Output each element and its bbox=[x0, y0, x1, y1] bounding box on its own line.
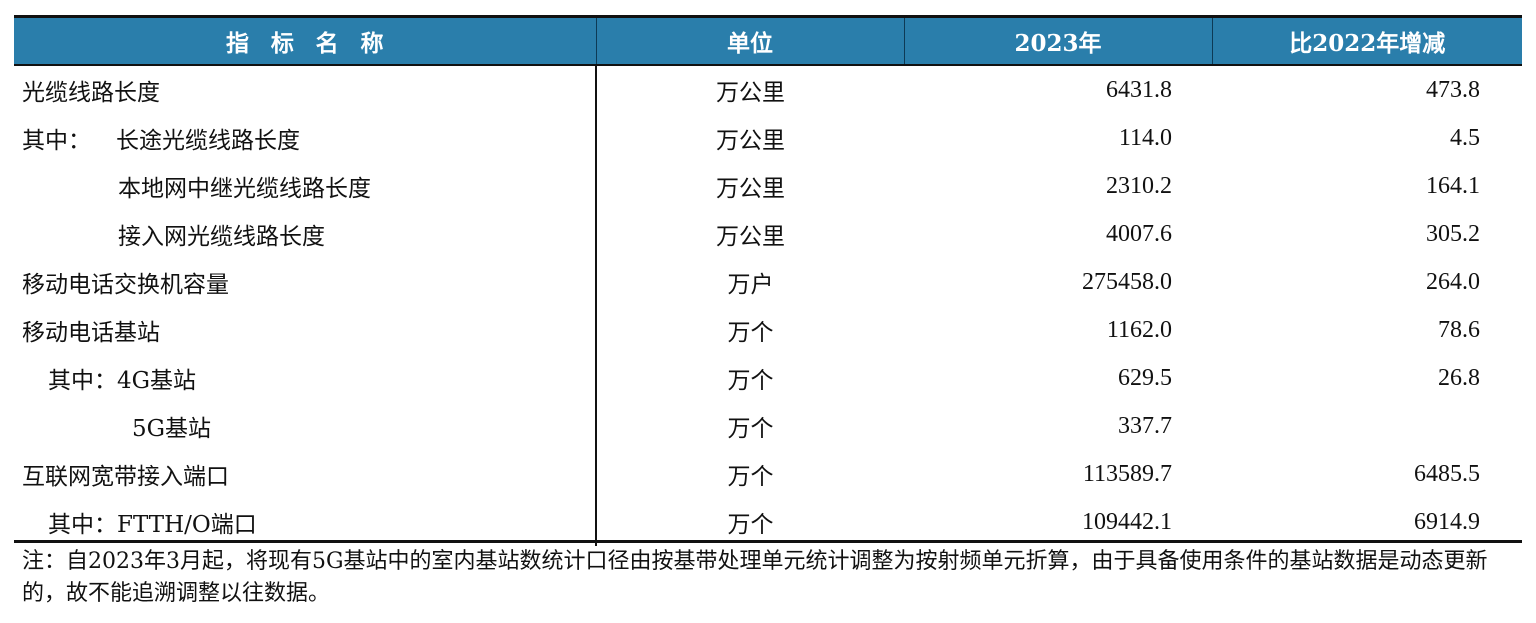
row-name: 本地网中继光缆线路长度 bbox=[14, 162, 597, 210]
row-change: 164.1 bbox=[1426, 172, 1480, 199]
row-value-2023: 6431.8 bbox=[1106, 76, 1172, 103]
row-change: 6485.5 bbox=[1414, 460, 1480, 487]
header-row: 指标名称 单位 2023年 比2022年增减 bbox=[14, 18, 1522, 65]
table-row: 移动电话交换机容量 万户 275458.0 264.0 bbox=[14, 258, 1522, 306]
bottom-rule bbox=[14, 540, 1522, 543]
table-row: 其中：FTTH/O端口 万个 109442.1 6914.9 bbox=[14, 498, 1522, 546]
header-2023: 2023年 bbox=[903, 18, 1212, 65]
row-value-2023: 4007.6 bbox=[1106, 220, 1172, 247]
row-unit: 万个 bbox=[727, 512, 774, 538]
row-unit: 万个 bbox=[727, 464, 774, 490]
row-name: 光缆线路长度 bbox=[14, 65, 597, 114]
row-unit: 万个 bbox=[727, 368, 774, 394]
row-name: 其中：4G基站 bbox=[14, 354, 597, 402]
footnote: 注：自2023年3月起，将现有5G基站中的室内基站数统计口径由按基带处理单元统计… bbox=[22, 549, 1488, 606]
row-value-2023: 337.7 bbox=[1118, 412, 1172, 439]
row-value-2023: 2310.2 bbox=[1106, 172, 1172, 199]
row-name-cell: 其中： 长途光缆线路长度 bbox=[14, 114, 597, 162]
row-name: 接入网光缆线路长度 bbox=[14, 210, 597, 258]
row-change: 4.5 bbox=[1450, 124, 1480, 151]
row-change: 473.8 bbox=[1426, 76, 1480, 103]
row-name: 移动电话基站 bbox=[14, 306, 597, 354]
row-name: 5G基站 bbox=[14, 402, 597, 450]
row-value-2023: 275458.0 bbox=[1082, 268, 1172, 295]
row-prefix: 其中： bbox=[22, 128, 91, 154]
top-rule bbox=[14, 15, 1522, 18]
table-row: 其中： 长途光缆线路长度 万公里 114.0 4.5 bbox=[14, 114, 1522, 162]
row-change: 305.2 bbox=[1426, 220, 1480, 247]
row-unit: 万公里 bbox=[716, 176, 785, 202]
row-name: 互联网宽带接入端口 bbox=[14, 450, 597, 498]
table-row: 光缆线路长度 万公里 6431.8 473.8 bbox=[14, 65, 1522, 114]
row-value-2023: 109442.1 bbox=[1082, 508, 1172, 535]
row-value-2023: 1162.0 bbox=[1106, 316, 1172, 343]
table-row: 其中：4G基站 万个 629.5 26.8 bbox=[14, 354, 1522, 402]
row-unit: 万个 bbox=[727, 416, 774, 442]
row-value-2023: 629.5 bbox=[1118, 364, 1172, 391]
table-row: 本地网中继光缆线路长度 万公里 2310.2 164.1 bbox=[14, 162, 1522, 210]
row-change: 26.8 bbox=[1438, 364, 1480, 391]
table-row: 5G基站 万个 337.7 bbox=[14, 402, 1522, 450]
row-unit: 万公里 bbox=[716, 224, 785, 250]
table-row: 接入网光缆线路长度 万公里 4007.6 305.2 bbox=[14, 210, 1522, 258]
row-change: 78.6 bbox=[1438, 316, 1480, 343]
header-indicator-name: 指标名称 bbox=[14, 18, 596, 65]
header-change-vs-2022: 比2022年增减 bbox=[1211, 18, 1522, 65]
row-unit: 万户 bbox=[727, 272, 774, 298]
table-row: 移动电话基站 万个 1162.0 78.6 bbox=[14, 306, 1522, 354]
row-unit: 万公里 bbox=[716, 80, 785, 106]
telecom-capacity-table: 指标名称 单位 2023年 比2022年增减 光缆线路长度 万公里 6431.8… bbox=[14, 18, 1522, 546]
row-value-2023: 113589.7 bbox=[1082, 460, 1172, 487]
row-value-2023: 114.0 bbox=[1118, 124, 1172, 151]
table-row: 互联网宽带接入端口 万个 113589.7 6485.5 bbox=[14, 450, 1522, 498]
row-unit: 万公里 bbox=[716, 128, 785, 154]
row-name: 移动电话交换机容量 bbox=[14, 258, 597, 306]
row-change bbox=[1212, 402, 1522, 450]
row-name: 长途光缆线路长度 bbox=[116, 128, 300, 154]
row-change: 6914.9 bbox=[1414, 508, 1480, 535]
row-change: 264.0 bbox=[1426, 268, 1480, 295]
row-name: 其中：FTTH/O端口 bbox=[14, 498, 597, 546]
row-unit: 万个 bbox=[727, 320, 774, 346]
header-unit: 单位 bbox=[595, 18, 904, 65]
